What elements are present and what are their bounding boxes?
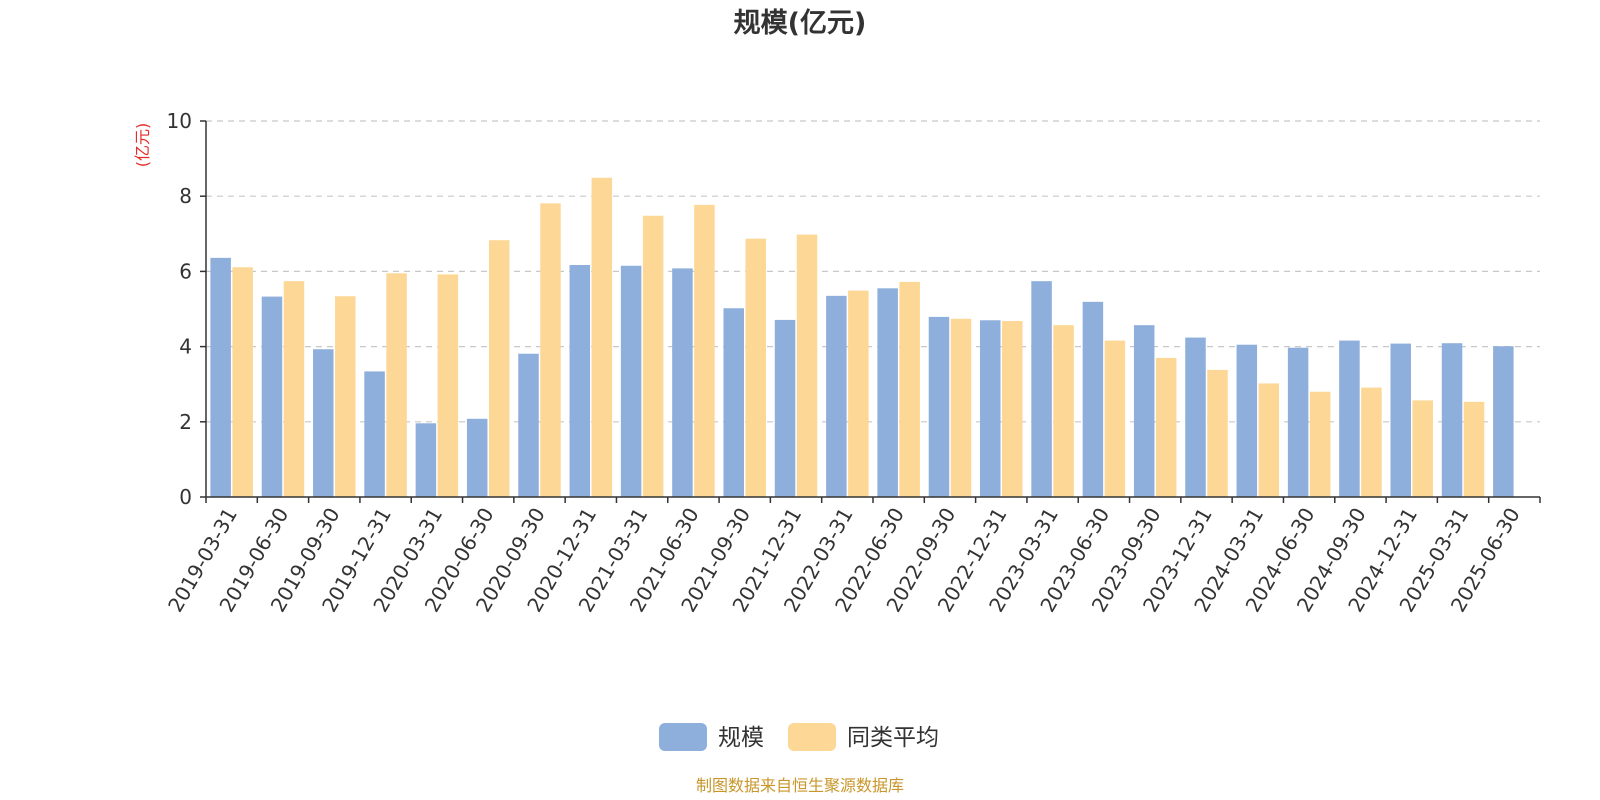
bar-scale[interactable] <box>1493 346 1514 497</box>
bar-scale[interactable] <box>723 308 744 497</box>
legend-item-average[interactable]: 同类平均 <box>788 723 939 751</box>
bar-scale[interactable] <box>1185 337 1206 497</box>
bar-scale[interactable] <box>774 319 796 497</box>
source-note: 制图数据来自恒生聚源数据库 <box>696 776 904 795</box>
legend: 规模 同类平均 <box>659 723 939 751</box>
bar-average[interactable] <box>1463 401 1485 497</box>
bar-scale[interactable] <box>1390 343 1411 497</box>
bar-average[interactable] <box>899 281 920 497</box>
legend-swatch-scale <box>659 723 707 751</box>
y-axis-ticks: 0 2 4 6 8 10 <box>167 109 206 509</box>
y-tick-label: 2 <box>179 410 192 434</box>
y-tick-label: 10 <box>167 109 192 133</box>
bar-scale[interactable] <box>1339 340 1360 497</box>
bar-average[interactable] <box>796 234 818 497</box>
bar-scale[interactable] <box>1236 344 1258 497</box>
bar-scale[interactable] <box>672 268 693 497</box>
bar-scale[interactable] <box>1441 343 1463 497</box>
bar-average[interactable] <box>591 177 613 497</box>
y-tick-label: 8 <box>179 184 192 208</box>
y-tick-label: 0 <box>179 485 192 509</box>
bar-average[interactable] <box>745 238 766 498</box>
x-axis-ticks: 2019-03-312019-06-302019-09-302019-12-31… <box>163 497 1541 616</box>
bars <box>210 177 1514 498</box>
bar-average[interactable] <box>1412 400 1433 497</box>
chart-title: 规模(亿元) <box>734 8 867 39</box>
bar-scale[interactable] <box>569 265 591 497</box>
bar-average[interactable] <box>488 240 510 497</box>
legend-item-scale[interactable]: 规模 <box>659 723 764 751</box>
y-axis-unit-label: (亿元) <box>133 123 152 168</box>
y-tick-label: 4 <box>179 335 192 359</box>
legend-swatch-average <box>788 723 836 751</box>
bar-average[interactable] <box>1155 357 1177 497</box>
bar-average[interactable] <box>540 203 561 497</box>
bar-scale[interactable] <box>364 371 385 497</box>
bar-scale[interactable] <box>928 316 950 497</box>
bar-average[interactable] <box>1002 321 1023 497</box>
bar-scale[interactable] <box>826 295 847 497</box>
bar-average[interactable] <box>335 296 356 497</box>
bar-average[interactable] <box>1361 387 1382 497</box>
bar-scale[interactable] <box>261 296 283 497</box>
legend-label-average: 同类平均 <box>847 725 939 751</box>
bar-scale[interactable] <box>620 265 642 497</box>
bar-average[interactable] <box>950 318 972 497</box>
bar-scale[interactable] <box>877 288 898 497</box>
y-tick-label: 6 <box>179 259 192 283</box>
bar-average[interactable] <box>1258 383 1280 497</box>
bar-average[interactable] <box>1053 325 1074 497</box>
bar-scale[interactable] <box>466 418 488 497</box>
bar-average[interactable] <box>437 274 459 497</box>
bar-scale[interactable] <box>313 349 334 497</box>
bar-average[interactable] <box>1207 369 1228 497</box>
bar-average[interactable] <box>386 273 407 497</box>
bar-average[interactable] <box>232 267 253 497</box>
bar-scale[interactable] <box>1287 347 1309 497</box>
bar-scale[interactable] <box>1133 325 1155 497</box>
bar-average[interactable] <box>283 281 305 497</box>
bar-average[interactable] <box>848 290 869 497</box>
bar-scale[interactable] <box>980 320 1001 497</box>
bar-scale[interactable] <box>518 353 539 497</box>
bar-average[interactable] <box>694 204 715 497</box>
bar-scale[interactable] <box>1031 281 1052 497</box>
bar-average[interactable] <box>1104 340 1126 497</box>
bar-scale[interactable] <box>210 257 231 497</box>
bar-average[interactable] <box>642 215 664 497</box>
bar-scale[interactable] <box>415 423 437 497</box>
bar-scale[interactable] <box>1082 301 1104 497</box>
legend-label-scale: 规模 <box>718 725 764 751</box>
bar-average[interactable] <box>1309 391 1331 497</box>
